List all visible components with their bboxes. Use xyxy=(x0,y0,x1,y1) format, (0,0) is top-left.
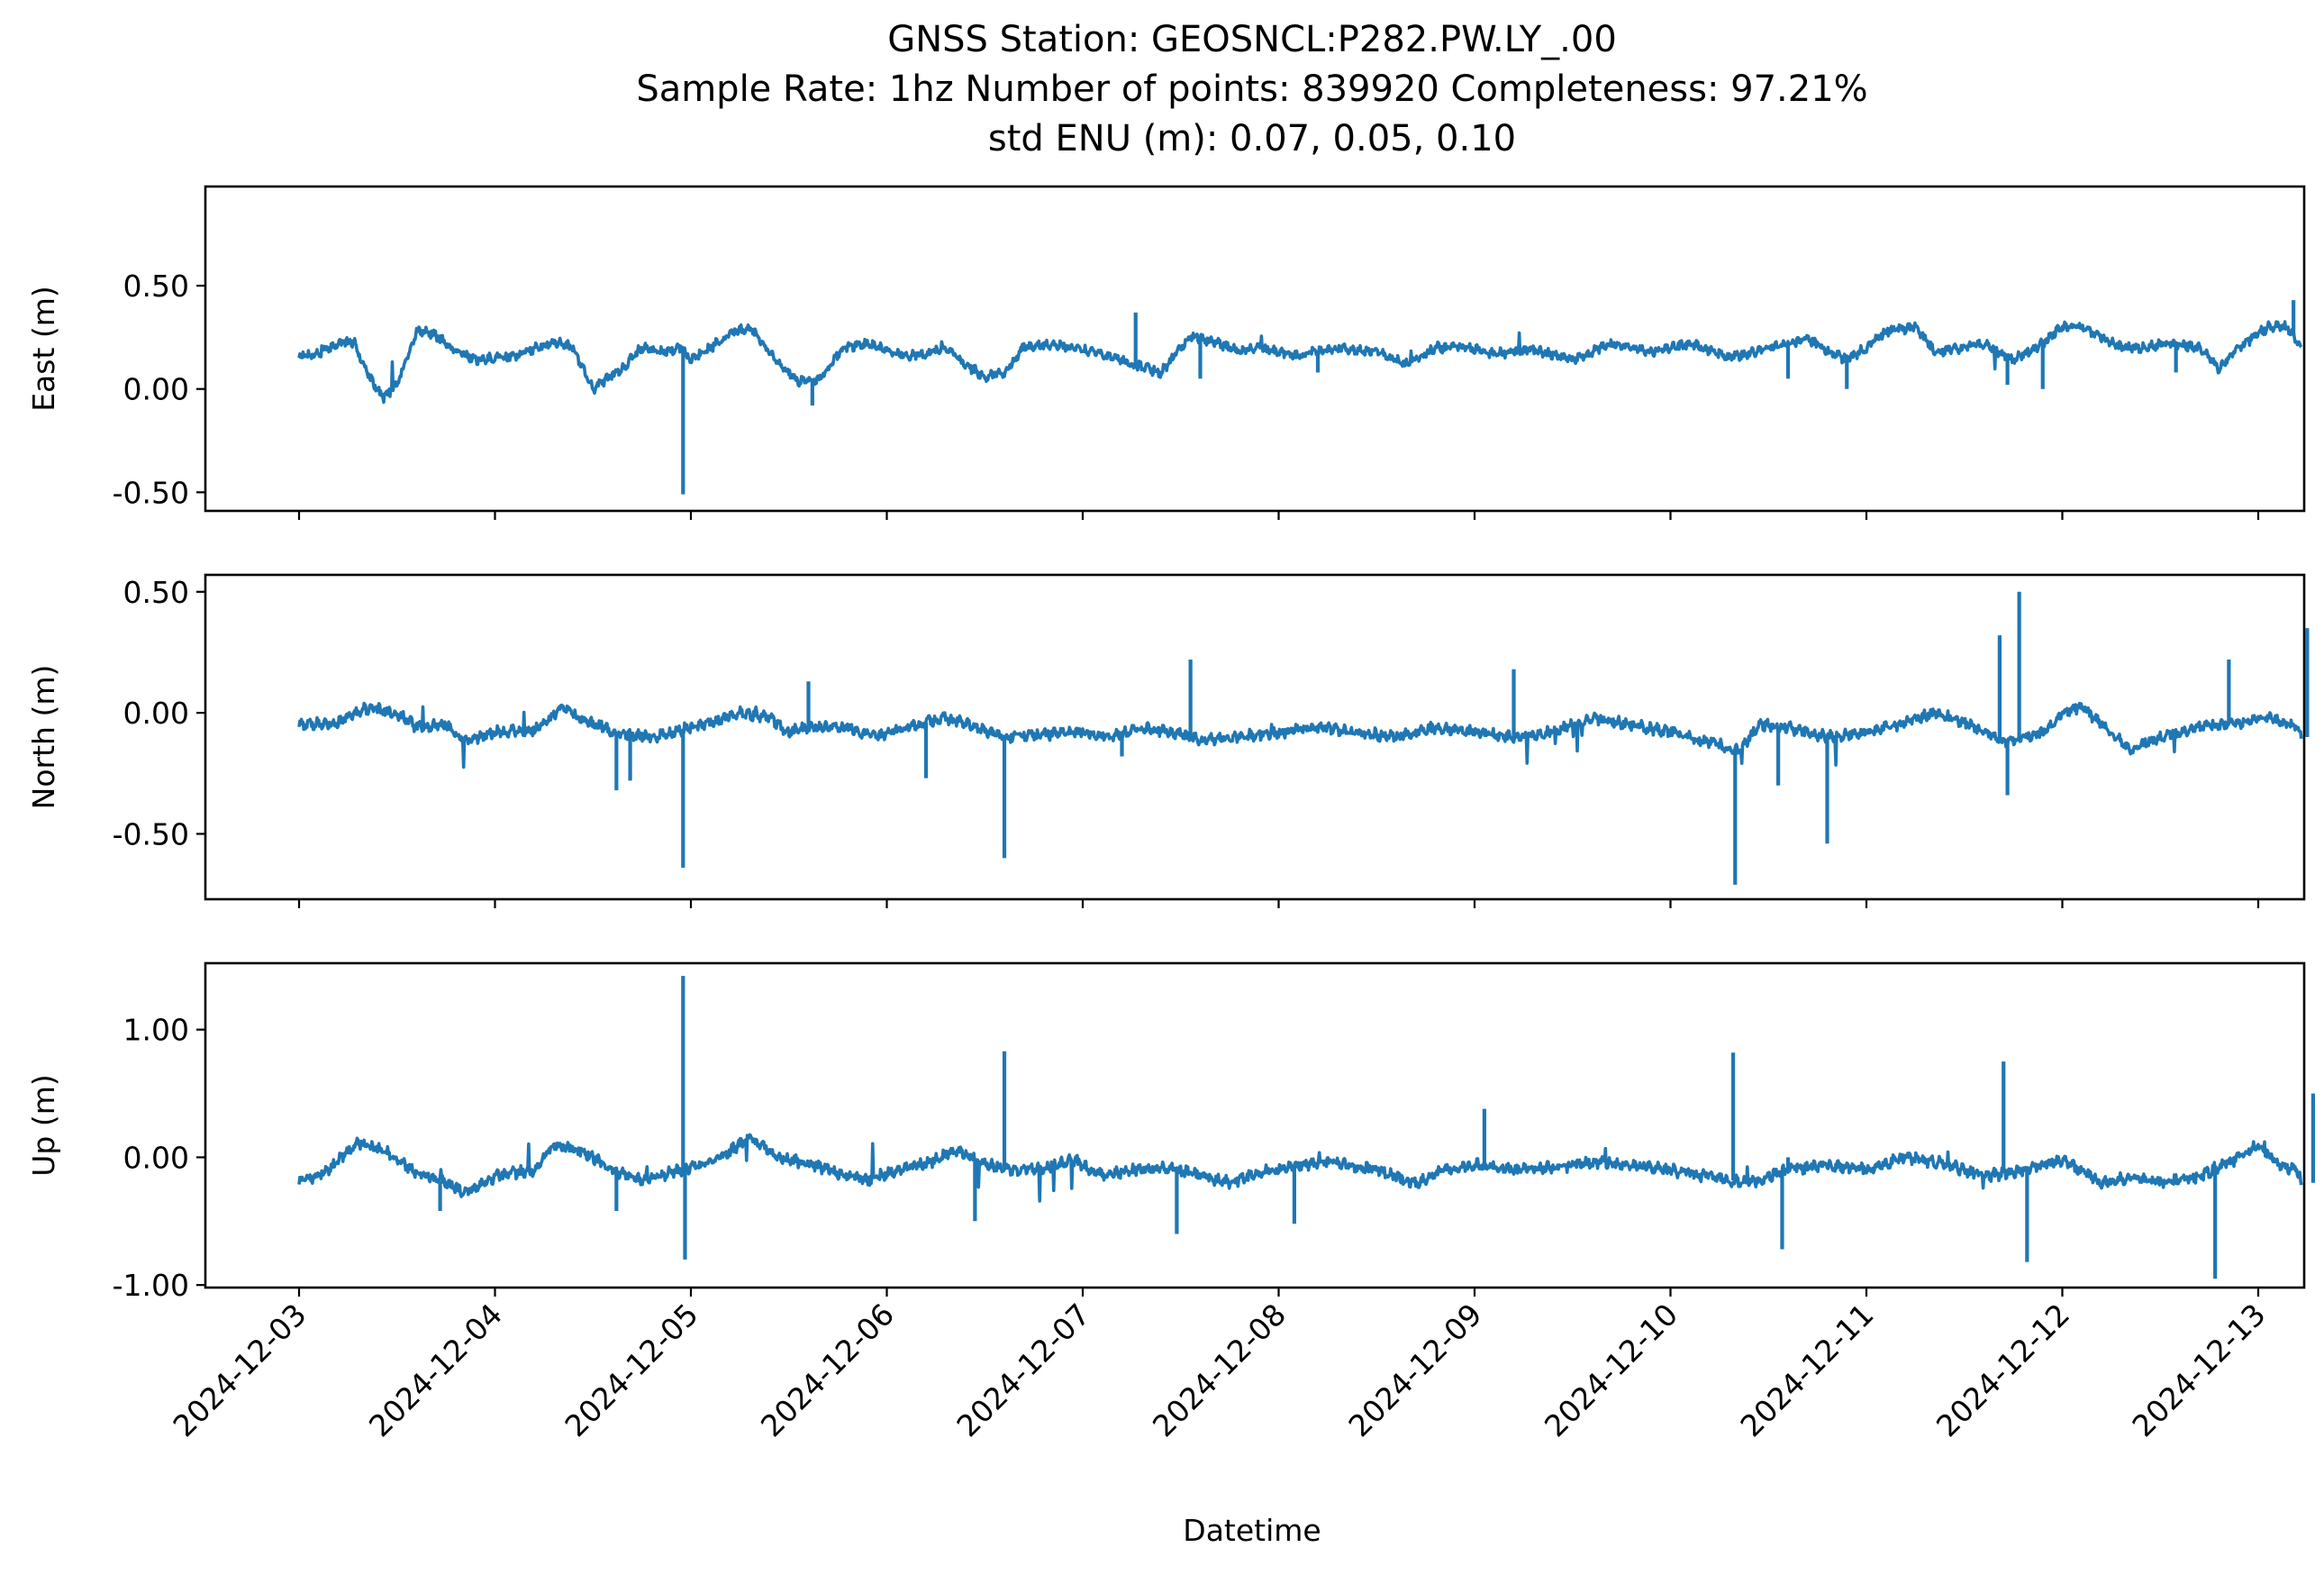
up-y-tick-label: 1.00 xyxy=(123,1013,189,1048)
north-y-tick-label: 0.50 xyxy=(123,575,189,610)
title-line-2: Sample Rate: 1hz Number of points: 83992… xyxy=(636,68,1867,110)
up-y-tick-label: 0.00 xyxy=(123,1140,189,1175)
up-axes-frame xyxy=(204,961,2306,1289)
up-series-line xyxy=(297,1133,2303,1203)
east-y-tick-label: -0.50 xyxy=(113,475,189,510)
east-y-tick-label: 0.50 xyxy=(123,269,189,304)
up-y-tick-label: -1.00 xyxy=(113,1268,189,1303)
up-y-axis-label: Up (m) xyxy=(26,1074,61,1177)
north-y-tick-label: -0.50 xyxy=(113,816,189,851)
east-series-line xyxy=(297,320,2303,405)
north-axes-frame xyxy=(204,573,2306,901)
x-axis-label: Datetime xyxy=(1183,1513,1321,1548)
title-line-3: std ENU (m): 0.07, 0.05, 0.10 xyxy=(988,118,1516,159)
east-axes-frame xyxy=(204,185,2306,513)
north-series-line xyxy=(297,701,2303,769)
title-line-1: GNSS Station: GEOSNCL:P282.PW.LY_.00 xyxy=(887,19,1617,60)
north-y-tick-label: 0.00 xyxy=(123,696,189,731)
east-panel: 0.50 0.00 -0.50 East (m) xyxy=(26,185,2306,520)
north-y-axis-label: North (m) xyxy=(26,665,61,810)
east-y-axis-label: East (m) xyxy=(26,286,61,412)
north-panel: 0.50 0.00 -0.50 North (m) xyxy=(26,573,2310,908)
east-y-tick-label: 0.00 xyxy=(123,372,189,407)
